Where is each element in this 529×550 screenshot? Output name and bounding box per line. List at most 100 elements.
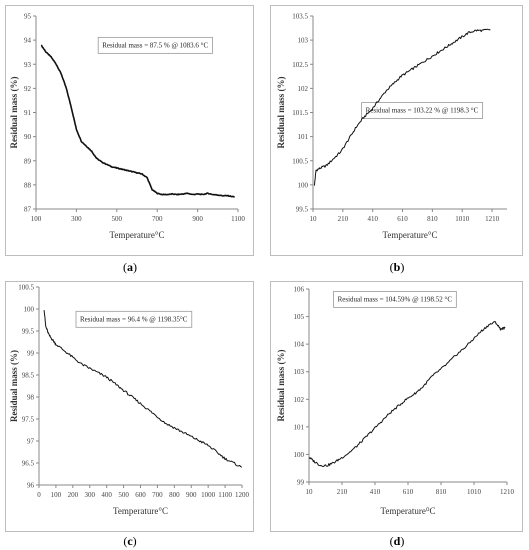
y-tick-label: 90 bbox=[24, 133, 32, 141]
y-tick-label: 101.5 bbox=[292, 109, 308, 117]
x-tick-label: 1210 bbox=[500, 488, 515, 496]
y-tick-label: 101 bbox=[294, 423, 305, 431]
x-tick-label: 1010 bbox=[455, 215, 470, 223]
y-tick-label: 99.5 bbox=[22, 328, 35, 336]
y-tick-label: 102 bbox=[298, 85, 309, 93]
y-tick-label: 100.5 bbox=[18, 284, 34, 292]
annotation-box: Residual mass = 96.4 % @ 1198.35°C bbox=[75, 310, 193, 328]
y-tick-label: 87 bbox=[24, 206, 32, 214]
x-tick-label: 10 bbox=[306, 488, 314, 496]
y-tick-label: 100 bbox=[294, 451, 305, 459]
x-axis-label: Temperature°C bbox=[383, 230, 438, 240]
residual-mass-annotation: Residual mass = 96.4 % @ 1198.35°C bbox=[80, 315, 188, 323]
chart-panel-d: 10 210 410 610 810 1010 1210 99 100 101 102 103 104 1… bbox=[270, 281, 523, 532]
chart-svg-c: 0 100 200 300 400 500 600 700 800 900 1000 1100 1200… bbox=[9, 284, 250, 517]
y-tick-label: 105 bbox=[294, 313, 305, 321]
x-axis-label: Temperature°C bbox=[110, 230, 165, 240]
y-tick-label: 99.5 bbox=[296, 206, 309, 214]
x-tick-label: 700 bbox=[152, 215, 163, 223]
y-tick-label: 98 bbox=[27, 394, 35, 402]
x-tick-label: 1010 bbox=[467, 488, 482, 496]
y-tick-label: 99 bbox=[297, 479, 305, 487]
x-tick-label: 900 bbox=[192, 215, 203, 223]
x-tick-label: 800 bbox=[169, 491, 180, 499]
chart-panel-a: 100 300 500 700 900 1100 87 88 89 90 91 92 93 94 95 Tem… bbox=[5, 5, 254, 256]
x-tick-label: 210 bbox=[338, 215, 349, 223]
x-tick-label: 810 bbox=[436, 488, 447, 496]
y-tick-label: 102 bbox=[294, 396, 305, 404]
x-tick-label: 610 bbox=[397, 215, 408, 223]
annotation-box: Residual mass = 87.5 % @ 1083.6 °C bbox=[97, 36, 213, 54]
panel-caption-b: (b) bbox=[389, 260, 405, 274]
x-tick-label: 1210 bbox=[485, 215, 500, 223]
y-tick-label: 99 bbox=[27, 350, 35, 358]
chart-svg-a: 100 300 500 700 900 1100 87 88 89 90 91 92 93 94 95 Tem… bbox=[9, 13, 245, 241]
series-line bbox=[43, 310, 243, 468]
x-tick-label: 200 bbox=[68, 491, 79, 499]
y-axis-label: Residual mass (%) bbox=[9, 76, 19, 148]
panel-caption-a: (a) bbox=[123, 260, 137, 274]
y-tick-label: 101 bbox=[298, 133, 309, 141]
panel-caption-d: (d) bbox=[389, 534, 405, 548]
y-tick-label: 100 bbox=[24, 306, 35, 314]
y-tick-label: 88 bbox=[24, 181, 32, 189]
y-tick-label: 102.5 bbox=[292, 61, 308, 69]
residual-mass-annotation: Residual mass = 104.59% @ 1198.52 °C bbox=[338, 295, 453, 303]
series-line bbox=[40, 44, 235, 198]
y-tick-label: 98.5 bbox=[22, 372, 35, 380]
y-tick-label: 100.5 bbox=[292, 157, 308, 165]
x-tick-label: 10 bbox=[310, 215, 318, 223]
x-tick-label: 810 bbox=[427, 215, 438, 223]
x-tick-label: 500 bbox=[112, 215, 123, 223]
y-tick-label: 103 bbox=[294, 368, 305, 376]
y-tick-label: 96.5 bbox=[22, 460, 35, 468]
y-tick-label: 103 bbox=[298, 37, 309, 45]
annotation-box: Residual mass = 104.59% @ 1198.52 °C bbox=[333, 291, 457, 308]
x-tick-label: 410 bbox=[370, 488, 381, 496]
y-tick-label: 91 bbox=[24, 109, 32, 117]
y-tick-label: 106 bbox=[294, 286, 305, 294]
panel-caption-c: (c) bbox=[123, 534, 137, 548]
x-tick-label: 1000 bbox=[201, 491, 216, 499]
residual-mass-annotation: Residual mass = 87.5 % @ 1083.6 °C bbox=[102, 41, 208, 49]
x-tick-label: 1100 bbox=[218, 491, 232, 499]
y-tick-label: 89 bbox=[24, 157, 32, 165]
annotation-frame bbox=[361, 102, 484, 119]
y-tick-label: 100 bbox=[298, 181, 309, 189]
x-tick-label: 900 bbox=[186, 491, 197, 499]
y-tick-label: 92 bbox=[24, 85, 32, 93]
x-axis-label: Temperature⁰C bbox=[381, 506, 436, 516]
x-tick-label: 410 bbox=[367, 215, 378, 223]
series-line bbox=[313, 28, 491, 186]
series-line bbox=[308, 321, 506, 468]
chart-svg-d: 10 210 410 610 810 1010 1210 99 100 101 102 103 104 1… bbox=[276, 286, 515, 517]
y-tick-label: 95 bbox=[24, 13, 32, 21]
x-tick-label: 210 bbox=[337, 488, 348, 496]
y-tick-label: 96 bbox=[27, 482, 35, 490]
x-tick-label: 500 bbox=[118, 491, 129, 499]
annotation-box: Residual mass = 103.22 % @ 1198.3 °C bbox=[361, 102, 484, 119]
x-tick-label: 600 bbox=[135, 491, 146, 499]
y-tick-label: 103.5 bbox=[292, 13, 308, 21]
x-tick-label: 400 bbox=[101, 491, 112, 499]
annotation-frame bbox=[97, 36, 213, 54]
x-tick-label: 0 bbox=[37, 491, 41, 499]
annotation-frame bbox=[333, 291, 457, 308]
x-tick-label: 300 bbox=[71, 215, 82, 223]
chart-panel-c: 0 100 200 300 400 500 600 700 800 900 1000 1100 1200… bbox=[5, 281, 254, 532]
annotation-frame bbox=[75, 310, 193, 328]
y-tick-label: 94 bbox=[24, 37, 32, 45]
x-tick-label: 1200 bbox=[235, 491, 250, 499]
x-tick-label: 1100 bbox=[231, 215, 245, 223]
residual-mass-annotation: Residual mass = 103.22 % @ 1198.3 °C bbox=[366, 107, 479, 115]
y-tick-label: 104 bbox=[294, 341, 305, 349]
y-tick-label: 97 bbox=[27, 438, 35, 446]
x-tick-label: 610 bbox=[403, 488, 414, 496]
y-axis-label: Residual mass (%) bbox=[276, 76, 286, 148]
x-tick-label: 100 bbox=[31, 215, 42, 223]
y-tick-label: 97.5 bbox=[22, 416, 35, 424]
x-tick-label: 300 bbox=[85, 491, 96, 499]
y-axis-label: Residual mass (%) bbox=[9, 350, 19, 422]
